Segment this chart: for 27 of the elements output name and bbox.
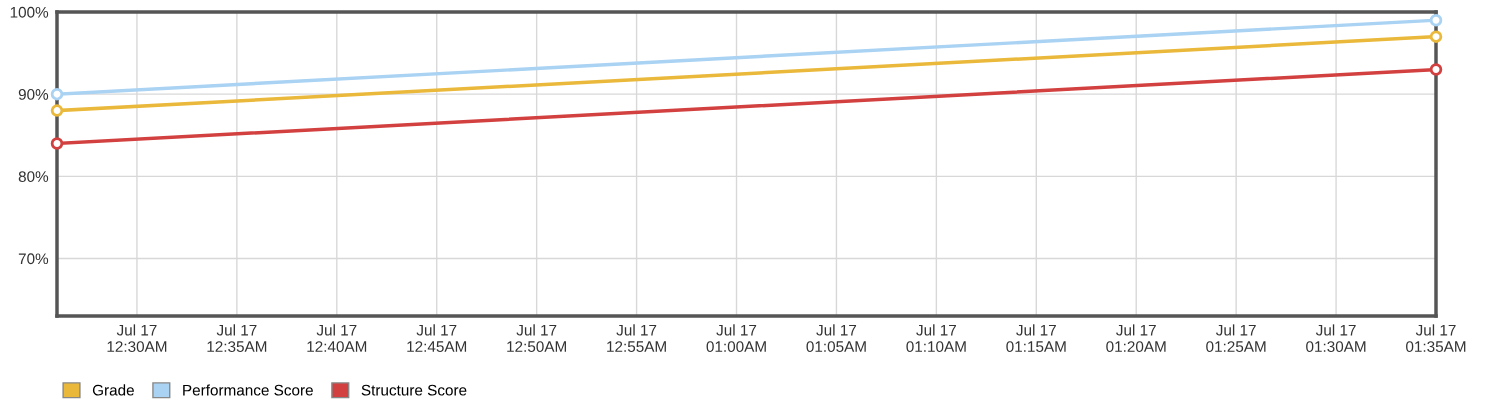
- point: [50, 137, 64, 150]
- y-tick-label: 80%: [18, 171, 49, 183]
- legend-label: Performance Score: [183, 384, 313, 396]
- point: [1429, 13, 1443, 27]
- x-tick-label: Jul 17 12:40AM: [307, 324, 367, 353]
- point: [1429, 30, 1443, 43]
- legend-label: Grade: [92, 384, 134, 396]
- point: [50, 104, 64, 117]
- x-tick-label: Jul 17 01:15AM: [1006, 324, 1066, 353]
- x-tick-label: Jul 17 01:25AM: [1206, 324, 1266, 353]
- x-tick-label: Jul 17 01:00AM: [706, 324, 766, 353]
- x-tick-label: Jul 17 12:55AM: [607, 324, 666, 353]
- y-tick-label: 90%: [18, 89, 49, 100]
- x-tick-label: Jul 17 12:35AM: [207, 324, 267, 353]
- y-tick-label: 100%: [10, 6, 49, 18]
- x-tick-label: Jul 17 12:45AM: [407, 324, 467, 353]
- y-tick-label: 70%: [18, 253, 49, 265]
- x-tick-label: Jul 17 01:30AM: [1306, 324, 1366, 353]
- x-tick-label: Jul 17 01:20AM: [1106, 324, 1166, 353]
- x-tick-label: Jul 17 01:35AM: [1406, 324, 1466, 353]
- point: [50, 87, 64, 101]
- x-tick-label: Jul 17 12:30AM: [107, 324, 167, 353]
- point: [1429, 63, 1443, 76]
- x-tick-label: Jul 17 01:05AM: [806, 324, 866, 353]
- x-tick-label: Jul 17 01:10AM: [906, 324, 966, 353]
- x-tick-label: Jul 17 12:50AM: [507, 324, 566, 353]
- legend-label: Structure Score: [361, 384, 467, 396]
